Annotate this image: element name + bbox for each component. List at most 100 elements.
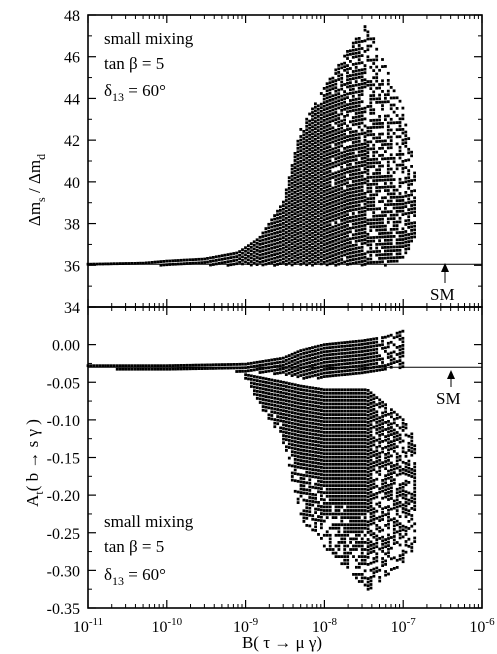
data-point: [346, 192, 349, 195]
data-point: [299, 466, 303, 470]
bottom-sm-arrow-head: [447, 370, 455, 379]
data-point: [340, 470, 344, 473]
data-point: [340, 555, 344, 558]
data-point: [340, 201, 344, 205]
data-point: [282, 225, 285, 229]
data-point: [395, 227, 399, 231]
data-point: [314, 447, 317, 451]
data-point: [337, 92, 341, 96]
data-point: [331, 247, 335, 250]
data-point: [331, 119, 335, 123]
data-point: [241, 366, 244, 370]
data-point: [389, 128, 393, 132]
data-point: [354, 357, 358, 361]
data-point: [311, 118, 314, 121]
data-point: [247, 244, 250, 248]
data-point: [299, 349, 303, 352]
data-point: [401, 468, 405, 471]
data-point: [407, 211, 411, 215]
data-point: [340, 427, 344, 431]
data-point: [349, 537, 352, 541]
data-point: [316, 355, 320, 359]
data-point: [346, 445, 350, 448]
data-point: [334, 502, 338, 505]
data-point: [386, 356, 390, 359]
data-point: [395, 220, 399, 224]
data-point: [226, 263, 230, 267]
y-tick-label: -0.20: [47, 488, 80, 505]
data-point: [340, 80, 344, 84]
data-point: [296, 440, 300, 444]
data-point: [354, 55, 358, 59]
data-point: [346, 551, 350, 555]
data-point: [369, 44, 373, 48]
data-point: [334, 409, 338, 413]
data-point: [404, 494, 408, 497]
data-point: [340, 119, 344, 123]
data-point: [322, 448, 326, 452]
data-point: [404, 423, 408, 426]
data-point: [331, 473, 335, 477]
data-point: [316, 136, 320, 140]
data-point: [273, 231, 276, 235]
data-point: [293, 394, 297, 397]
data-point: [279, 387, 282, 391]
data-point: [273, 411, 277, 414]
data-point: [389, 249, 393, 253]
data-point: [360, 438, 364, 441]
data-point: [372, 571, 376, 575]
data-point: [355, 448, 358, 452]
data-point: [363, 505, 367, 509]
data-point: [258, 390, 262, 394]
data-point: [375, 172, 379, 175]
data-point: [372, 408, 376, 411]
data-point: [389, 157, 393, 160]
data-point: [290, 178, 294, 182]
data-point: [314, 251, 317, 255]
data-point: [378, 235, 381, 239]
data-point: [290, 443, 294, 446]
data-point: [331, 197, 335, 201]
data-point: [360, 371, 364, 375]
data-point: [194, 367, 198, 371]
data-point: [302, 172, 306, 176]
data-point: [267, 359, 271, 362]
data-point: [299, 416, 303, 420]
data-point: [311, 353, 314, 357]
data-point: [299, 227, 303, 231]
data-point: [290, 370, 294, 374]
data-point: [357, 519, 361, 523]
data-point: [296, 401, 300, 405]
data-point: [293, 472, 297, 475]
bottom-annotation-line2: tan β = 5: [104, 537, 164, 556]
data-point: [317, 401, 320, 405]
data-point: [357, 455, 361, 459]
data-point: [174, 367, 177, 371]
data-point: [410, 165, 413, 168]
data-point: [340, 406, 344, 409]
data-point: [311, 246, 314, 249]
data-point: [404, 130, 408, 134]
data-point: [296, 419, 300, 423]
data-point: [273, 249, 276, 253]
x-tick-label: 10-10: [151, 616, 182, 636]
data-point: [351, 254, 355, 258]
data-point: [317, 447, 320, 451]
data-point: [398, 362, 402, 366]
data-point: [337, 423, 341, 427]
data-point: [346, 206, 349, 209]
data-point: [360, 427, 364, 431]
data-point: [325, 227, 329, 231]
data-point: [261, 401, 265, 405]
data-point: [273, 235, 276, 239]
data-point: [369, 104, 373, 108]
data-point: [334, 523, 338, 527]
data-point: [328, 374, 332, 378]
data-point: [282, 261, 285, 264]
data-point: [322, 477, 326, 480]
data-point: [369, 462, 373, 466]
data-point: [314, 507, 317, 511]
data-point: [322, 409, 326, 413]
data-point: [351, 105, 355, 109]
data-point: [384, 118, 387, 121]
